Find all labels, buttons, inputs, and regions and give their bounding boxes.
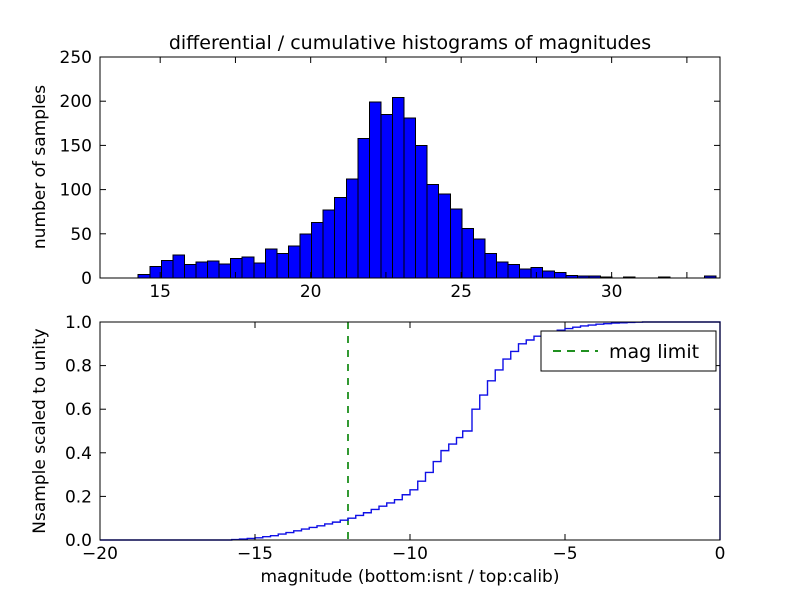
tick-label: 0.0 bbox=[65, 531, 92, 551]
histogram-bar bbox=[322, 209, 336, 279]
tick-label: 150 bbox=[60, 136, 92, 156]
tick-label: 1.0 bbox=[65, 313, 92, 333]
tick-label: 0.8 bbox=[65, 357, 92, 377]
histogram-bar bbox=[449, 208, 463, 279]
histogram-bar bbox=[264, 248, 278, 279]
tick-label: 30 bbox=[601, 282, 623, 302]
tick-label: 0 bbox=[81, 269, 92, 289]
legend: mag limit bbox=[540, 330, 717, 372]
top-plot-ticks bbox=[100, 56, 720, 279]
histogram-bar bbox=[507, 264, 521, 279]
histogram-bar bbox=[241, 256, 255, 279]
histogram-bar bbox=[276, 252, 289, 279]
tick-label: 0.6 bbox=[65, 400, 92, 420]
histogram-bar bbox=[345, 178, 359, 279]
bottom-plot-tick-labels: −20 −15 −10 −5 0 0.0 0.2 0.4 0.6 0.8 1.0 bbox=[65, 313, 725, 564]
top-plot-frame bbox=[99, 56, 721, 279]
bottom-plot-ticks bbox=[99, 321, 721, 541]
histogram-bar bbox=[207, 260, 220, 279]
tick-label: −15 bbox=[237, 544, 273, 564]
histogram-bar bbox=[160, 259, 174, 279]
plot-title: differential / cumulative histograms of … bbox=[169, 32, 651, 54]
tick-label: −10 bbox=[392, 544, 428, 564]
bottom-y-axis-label: Nsample scaled to unity bbox=[30, 328, 50, 533]
histogram-bar bbox=[553, 272, 567, 279]
histogram-bar bbox=[299, 233, 313, 279]
tick-label: 15 bbox=[149, 282, 171, 302]
top-plot-tick-labels: 15 20 25 30 0 50 100 150 200 250 bbox=[60, 48, 623, 302]
histogram-bar bbox=[472, 238, 486, 279]
histogram-bar bbox=[183, 264, 197, 279]
histogram-bar bbox=[311, 221, 324, 279]
tick-label: 250 bbox=[60, 48, 92, 68]
histogram-bar bbox=[380, 113, 393, 279]
histogram-bar bbox=[484, 252, 498, 279]
tick-label: 100 bbox=[60, 181, 92, 201]
tick-label: 0.2 bbox=[65, 487, 92, 507]
bottom-cumulative-plot: −20 −15 −10 −5 0 0.0 0.2 0.4 0.6 0.8 1.0 Nsample s… bbox=[30, 313, 725, 587]
tick-label: 0.4 bbox=[65, 444, 92, 464]
histogram-bar bbox=[391, 97, 405, 279]
histogram-bar bbox=[334, 197, 347, 279]
histogram-bar bbox=[253, 262, 266, 279]
tick-label: 25 bbox=[450, 282, 472, 302]
histogram-bar bbox=[218, 263, 232, 279]
histogram-bar bbox=[357, 137, 370, 279]
histogram-bar bbox=[496, 261, 509, 279]
histogram-bar bbox=[426, 183, 440, 279]
tick-label: 20 bbox=[300, 282, 322, 302]
top-y-axis-label: number of samples bbox=[30, 85, 50, 249]
x-axis-label: magnitude (bottom:isnt / top:calib) bbox=[261, 567, 560, 587]
histogram-bar bbox=[461, 228, 474, 279]
tick-label: 200 bbox=[60, 92, 92, 112]
histogram-bar bbox=[149, 266, 162, 279]
histogram-bar bbox=[415, 144, 428, 279]
histogram-bar bbox=[368, 101, 382, 279]
histogram-bar bbox=[137, 273, 151, 279]
histogram-bar bbox=[530, 266, 544, 279]
tick-label: −20 bbox=[82, 544, 118, 564]
histogram-bar bbox=[438, 193, 451, 279]
histogram-bar bbox=[542, 270, 555, 279]
histogram-bar bbox=[230, 258, 243, 279]
histogram-bar bbox=[195, 261, 209, 279]
tick-label: 50 bbox=[70, 225, 92, 245]
histogram-bar bbox=[519, 268, 532, 279]
histogram-bar bbox=[172, 254, 185, 279]
tick-label: −5 bbox=[552, 544, 577, 564]
histogram-bar bbox=[403, 117, 417, 279]
tick-label: 0 bbox=[715, 544, 726, 564]
cumulative-curve bbox=[100, 321, 721, 541]
histogram-bar bbox=[287, 245, 301, 279]
legend-entry-label: mag limit bbox=[609, 341, 699, 363]
top-histogram-plot: 15 20 25 30 0 50 100 150 200 250 differential / c… bbox=[30, 32, 721, 302]
histogram-bars bbox=[137, 97, 717, 279]
